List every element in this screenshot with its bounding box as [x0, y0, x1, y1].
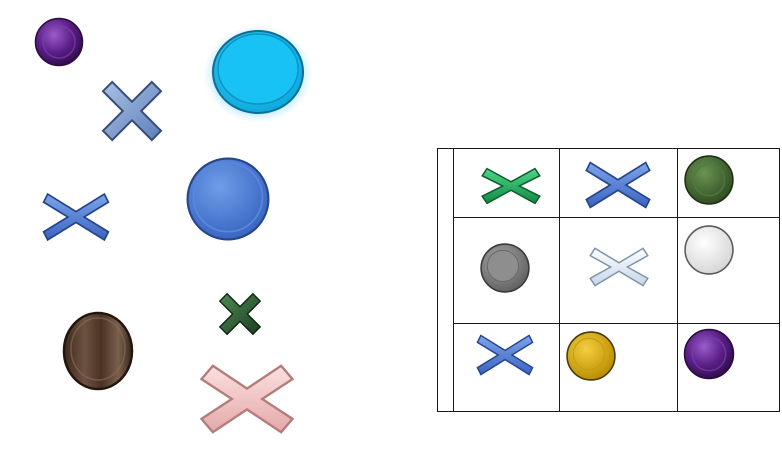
board-border-bottom [437, 411, 780, 412]
white-disc-piece [684, 225, 734, 275]
game-board [437, 148, 780, 412]
blue-cross-piece[interactable] [42, 190, 110, 244]
board-cell-r1c3[interactable] [683, 154, 735, 206]
board-col-divider-2 [677, 148, 678, 412]
pink-cross-piece[interactable] [199, 362, 295, 436]
board-cell-r3c1[interactable] [475, 332, 535, 378]
board-cell-r1c1[interactable] [481, 166, 541, 206]
board-row-divider-1 [453, 217, 780, 218]
gold-disc-piece [566, 331, 616, 381]
board-margin-line [453, 148, 454, 412]
board-cell-r3c3[interactable] [683, 328, 735, 380]
blue-cross-piece [585, 161, 651, 209]
cyan-glowing-disc-piece[interactable] [203, 25, 313, 123]
blue-cross-piece [476, 334, 534, 376]
board-cell-r2c2[interactable] [589, 246, 649, 288]
wood-disc-piece[interactable] [62, 311, 134, 391]
purple-disc-piece [683, 328, 735, 380]
green-cross-piece [481, 167, 541, 205]
board-cell-r1c2[interactable] [585, 158, 651, 212]
dark-green-disc-piece [684, 155, 734, 205]
board-cell-r2c3[interactable] [683, 224, 735, 276]
board-border-right [779, 148, 780, 412]
board-row-divider-2 [453, 323, 780, 324]
purple-disc-piece[interactable] [34, 17, 84, 67]
blue-disc-piece[interactable] [185, 156, 271, 242]
gray-disc-piece [480, 243, 530, 293]
denim-cross-piece[interactable] [97, 78, 167, 144]
white-cross-piece [589, 247, 649, 287]
board-col-divider-1 [559, 148, 560, 412]
board-border-top [437, 148, 780, 149]
board-cell-r2c1[interactable] [479, 242, 531, 294]
board-cell-r3c2[interactable] [565, 330, 617, 382]
board-border-left [437, 148, 438, 412]
green-marble-cross-piece[interactable] [217, 290, 263, 338]
